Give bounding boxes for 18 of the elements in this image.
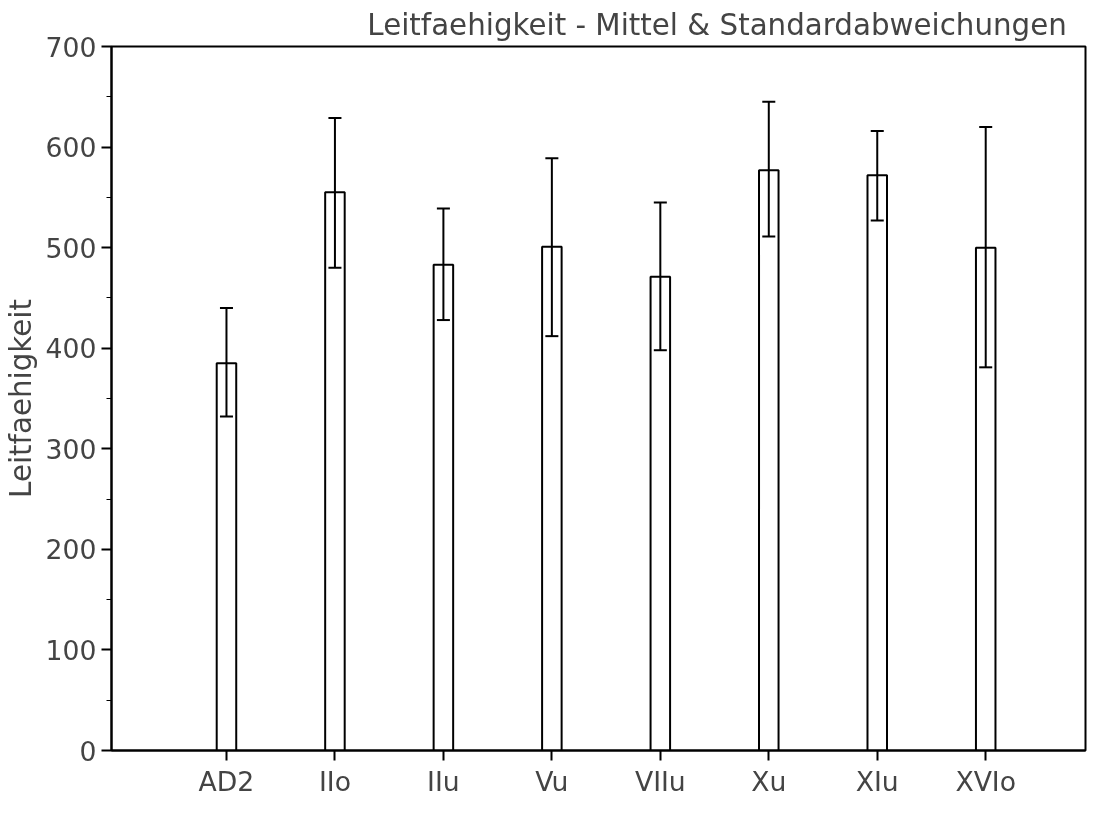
y-tick-label: 700 (45, 31, 97, 63)
y-tick-label: 0 (79, 735, 97, 767)
y-tick-label: 500 (45, 232, 97, 264)
y-tick-label: 600 (45, 132, 97, 164)
x-tick-label: XIu (855, 765, 899, 797)
y-tick-label: 200 (45, 534, 97, 566)
x-tick-label: IIu (427, 765, 460, 797)
chart-title: Leitfaehigkeit - Mittel & Standardabweichungen (367, 7, 1067, 42)
x-tick-label: Vu (535, 765, 569, 797)
y-tick-label: 300 (45, 433, 97, 465)
x-tick-label: Xu (751, 765, 787, 797)
y-tick-label: 100 (45, 634, 97, 666)
x-tick-label: VIIu (634, 765, 686, 797)
y-tick-label: 400 (45, 333, 97, 365)
x-tick-label: IIo (318, 765, 351, 797)
x-tick-label: AD2 (198, 765, 255, 797)
y-axis-title: Leitfaehigkeit (3, 299, 38, 498)
x-tick-label: XVIo (955, 765, 1017, 797)
